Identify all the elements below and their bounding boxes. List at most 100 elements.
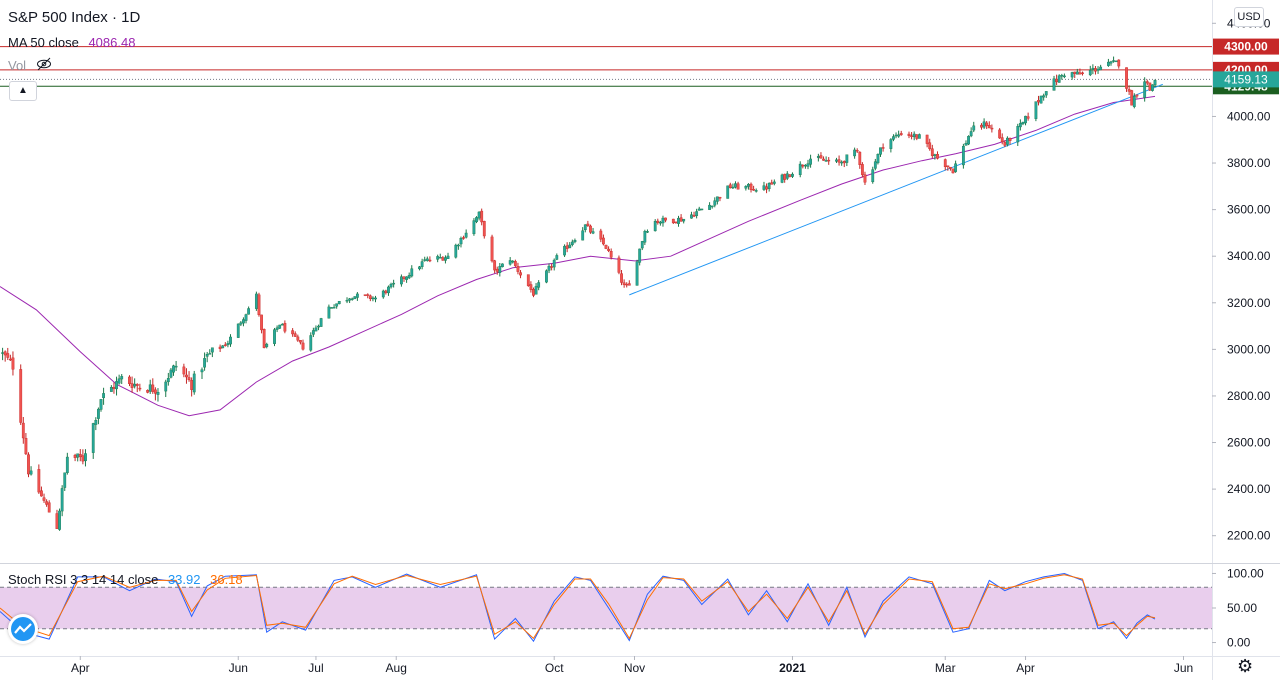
settings-gear-icon[interactable]: ⚙ [1237,656,1254,676]
candle-body [236,323,240,338]
candle-body [392,282,396,285]
candle-body [221,345,225,349]
candle-body [151,384,155,392]
candle-body [299,340,302,343]
ma-legend[interactable]: MA 50 close 4086.48 [8,35,135,50]
candle-body [804,164,807,167]
candle-body [638,248,642,263]
candle-body [280,324,284,326]
stoch-legend[interactable]: Stoch RSI 3 3 14 14 close 33.92 36.18 [8,572,243,587]
candle-body [897,134,901,137]
candle-body [345,299,349,302]
candle-body [674,221,678,224]
eye-off-icon[interactable] [36,56,52,72]
candle-body [350,298,354,300]
candle-body [330,307,333,309]
candle-body [148,384,152,392]
candle-body [625,283,629,286]
candle-body [656,220,660,223]
candle-body [187,377,191,381]
candle-body [765,186,768,190]
candle-body [985,122,989,127]
candle-body [99,399,103,410]
candle-body [1151,84,1154,91]
candle-body [928,142,932,150]
collapse-legend-button[interactable]: ▲ [9,81,37,101]
candle-body [257,294,261,315]
candle-body [40,490,43,497]
candle-body [226,343,230,346]
ma-label: MA 50 close [8,35,79,50]
candle-body [609,251,613,258]
candle-body [1052,78,1056,91]
candle-body [690,214,693,219]
candle-body [381,290,385,298]
candle-body [964,143,968,146]
candle-body [816,156,820,158]
candle-body [801,165,805,167]
candle-body [552,259,556,268]
candle-body [309,335,313,351]
candle-body [545,270,548,283]
candle-body [747,184,750,187]
volume-legend[interactable]: Vol [8,58,26,73]
candle-body [881,147,885,149]
candle-body [511,260,515,263]
candle-body [229,336,232,345]
candle-body [348,298,352,301]
candle-body [464,232,468,238]
candle-body [242,319,245,324]
candle-body [337,300,341,305]
candle-body [1060,75,1064,77]
candle-body [961,145,965,166]
candle-body [692,214,696,217]
time-tick-label: Mar [935,661,956,675]
candle-body [1153,80,1157,86]
candle-body [283,322,287,332]
candle-body [1081,72,1084,74]
candle-body [27,454,30,475]
candle-body [661,217,665,224]
candle-body [713,200,717,206]
candle-body [260,314,263,331]
candle-body [697,208,701,211]
candle-body [55,513,59,529]
price-label-box [1213,38,1279,55]
time-tick-label: Jun [229,661,248,675]
candle-body [1130,90,1134,106]
candle-body [754,190,758,192]
candle-body [837,159,841,163]
stoch-tick-label: 100.00 [1227,566,1264,580]
candle-body [387,286,390,294]
candle-body [788,174,792,177]
candle-body [389,283,393,288]
candle-body [296,336,300,341]
tradingview-logo-icon[interactable] [8,614,38,644]
candle-body [8,358,12,361]
candle-body [664,217,667,221]
candle-body [731,186,735,189]
candle-body [182,366,186,375]
candle-body [91,423,95,453]
candle-body [1039,95,1043,104]
candle-body [785,173,789,179]
candle-body [1096,68,1100,71]
last-price-box [1213,71,1279,88]
candle-body [1107,61,1110,66]
candle-body [954,163,958,172]
candle-body [1148,82,1152,91]
candle-body [174,365,178,368]
candle-body [327,306,331,319]
currency-button[interactable]: USD [1234,7,1264,27]
candle-body [718,197,722,199]
candle-body [363,294,367,296]
candle-body [1037,100,1040,103]
candle-body [374,297,377,300]
candle-body [513,261,517,266]
candle-body [490,236,494,262]
candle-body [371,297,375,300]
candle-body [135,383,139,386]
candle-body [115,381,118,390]
candle-body [581,230,585,241]
